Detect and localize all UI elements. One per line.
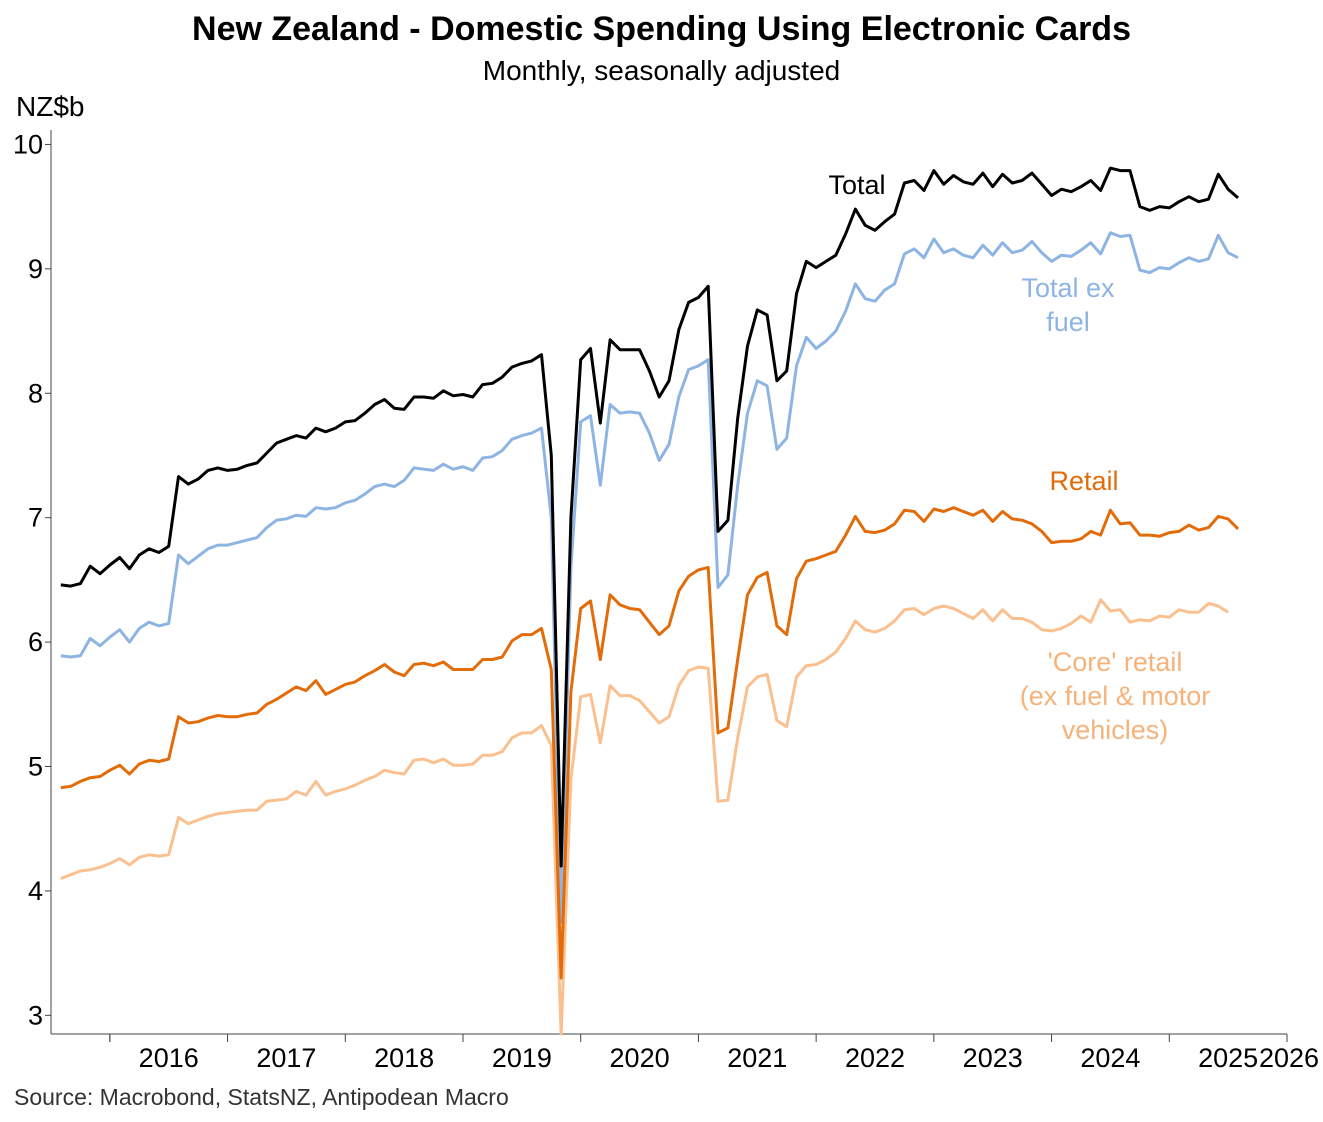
- x-tick-label: 2018: [374, 1043, 434, 1073]
- x-tick-label: 2022: [845, 1043, 905, 1073]
- y-tick-label: 10: [13, 129, 43, 159]
- chart-subtitle: Monthly, seasonally adjusted: [482, 55, 841, 86]
- y-tick-label: 5: [28, 752, 43, 782]
- chart-title: New Zealand - Domestic Spending Using El…: [192, 10, 1131, 48]
- x-tick-label: 2020: [610, 1043, 670, 1073]
- label-core-retail: vehicles): [1062, 715, 1169, 745]
- label-retail: Retail: [1049, 466, 1118, 496]
- y-tick-label: 8: [28, 378, 43, 408]
- x-tick-label: 2026: [1259, 1043, 1319, 1073]
- label-core-retail: 'Core' retail: [1048, 647, 1183, 677]
- series-line-core-retail-ex-fuel-motor-vehicles: [60, 598, 1229, 1036]
- y-tick-label: 6: [28, 627, 43, 657]
- series-line-retail: [60, 506, 1240, 980]
- label-total: Total: [828, 170, 885, 200]
- y-tick-label: 4: [28, 876, 43, 906]
- x-tick-label: 2023: [963, 1043, 1023, 1073]
- x-tick-label: 2024: [1080, 1043, 1140, 1073]
- x-tick-label: 2016: [139, 1043, 199, 1073]
- y-tick-label: 3: [28, 1000, 43, 1030]
- label-core-retail: (ex fuel & motor: [1020, 681, 1211, 711]
- x-tick-label: 2025: [1198, 1043, 1258, 1073]
- x-tick-label: 2017: [256, 1043, 316, 1073]
- series-line-total-ex-fuel: [60, 231, 1239, 924]
- y-tick-label: 9: [28, 254, 43, 284]
- series-line-total: [60, 166, 1239, 868]
- x-tick-label: 2019: [492, 1043, 552, 1073]
- source-note: Source: Macrobond, StatsNZ, Antipodean M…: [14, 1084, 509, 1110]
- label-total-ex-fuel: Total ex: [1021, 273, 1115, 303]
- y-axis-unit-label: NZ$b: [16, 91, 85, 122]
- label-total-ex-fuel: fuel: [1046, 307, 1090, 337]
- x-tick-label: 2021: [727, 1043, 787, 1073]
- y-tick-label: 7: [28, 503, 43, 533]
